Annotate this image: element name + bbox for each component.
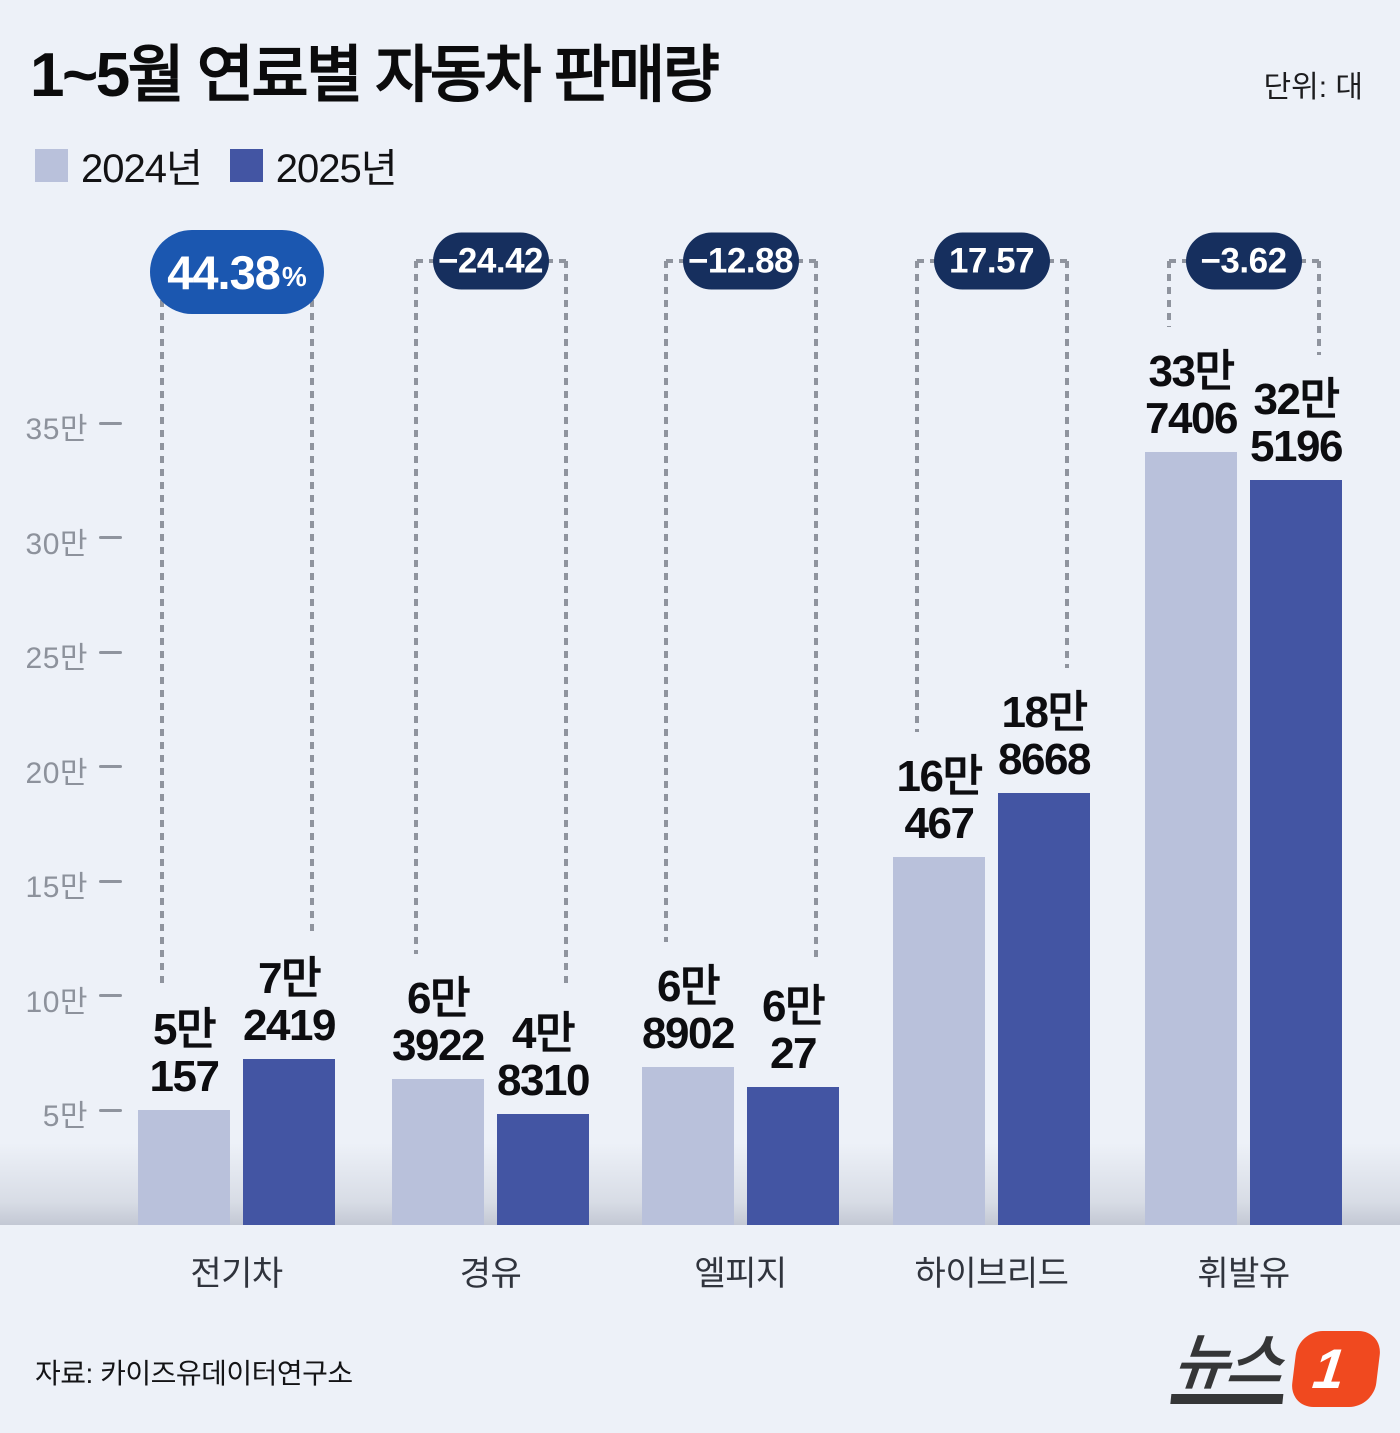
category-label: 경유 <box>459 1255 522 1293</box>
bracket-line-left <box>159 261 164 986</box>
bar-value-label-2025: 18만 8668 <box>998 687 1091 784</box>
news1-logo-accent-block: 1 <box>1289 1331 1383 1407</box>
bar-value-label-2025: 4만 8310 <box>497 1009 590 1106</box>
value-label-line: 7406 <box>1145 393 1238 443</box>
pct-change-value: 17.57 <box>948 241 1035 280</box>
y-tick-label: 30만 <box>25 527 88 561</box>
value-label-line: 5196 <box>1250 421 1343 471</box>
y-tick-label: 20만 <box>25 756 88 790</box>
bar-2025 <box>1250 479 1342 1225</box>
value-label-line: 2419 <box>243 1001 336 1051</box>
value-label-line: 8902 <box>642 1009 735 1059</box>
bar-value-label-2025: 7만 2419 <box>243 954 336 1051</box>
bar-2024 <box>138 1110 230 1225</box>
bracket-line-right <box>1316 261 1321 355</box>
legend-item-2024: 2024년 <box>35 136 203 194</box>
legend-label-2025: 2025년 <box>275 147 398 191</box>
value-label-line: 4만 <box>512 1009 575 1059</box>
bar-2024 <box>893 857 985 1225</box>
y-tick-label: 10만 <box>25 985 88 1019</box>
bar-value-label-2025: 6만 27 <box>762 982 825 1079</box>
bracket-line-right <box>1064 261 1069 668</box>
pct-change-value: −12.88 <box>687 241 794 280</box>
bar-2024 <box>392 1078 484 1225</box>
value-label-line: 6만 <box>407 973 470 1023</box>
value-label-line: 3922 <box>392 1020 485 1070</box>
bracket-line-right <box>563 261 568 990</box>
legend-swatch-2024 <box>35 148 68 182</box>
pct-change-pill: −24.42 <box>432 232 549 290</box>
y-tick-label: 35만 <box>25 413 88 446</box>
value-label-line: 16만 <box>896 752 983 802</box>
value-label-line: 467 <box>904 799 975 849</box>
source-credit: 자료: 카이즈유데이터연구소 <box>35 1358 353 1389</box>
bar-2024 <box>642 1067 734 1225</box>
y-tick-label: 5만 <box>42 1100 88 1134</box>
y-tick-mark <box>99 421 122 425</box>
category-label: 엘피지 <box>694 1255 787 1293</box>
value-label-line: 5만 <box>153 1005 216 1055</box>
bar-value-label-2024: 6만 8902 <box>642 962 735 1059</box>
category-label: 전기차 <box>190 1255 283 1293</box>
pct-change-value: −24.42 <box>437 241 544 280</box>
bar-value-label-2024: 6만 3922 <box>392 973 485 1070</box>
y-tick-mark <box>99 765 122 769</box>
y-tick-mark <box>99 650 122 654</box>
y-tick-label: 15만 <box>25 871 88 905</box>
value-label-line: 18만 <box>1001 687 1088 737</box>
bracket-line-right <box>813 261 818 963</box>
bar-2025 <box>497 1114 589 1225</box>
legend: 2024년 2025년 <box>35 136 398 194</box>
pct-change-pill: 44.38% <box>149 230 324 314</box>
value-label-line: 7만 <box>258 954 321 1004</box>
category-label: 휘발유 <box>1197 1255 1290 1293</box>
chart-title: 1~5월 연료별 자동차 판매량 <box>30 41 720 110</box>
value-label-line: 32만 <box>1253 374 1340 424</box>
news1-logo-text: 뉴스 <box>1169 1329 1290 1404</box>
news1-logo: 뉴스 1 <box>1169 1326 1383 1412</box>
news1-logo-one: 1 <box>1309 1337 1349 1400</box>
legend-item-2025: 2025년 <box>229 136 398 194</box>
bracket-line-left <box>914 261 919 733</box>
legend-label-2024: 2024년 <box>81 147 203 191</box>
bar-2025 <box>243 1059 335 1225</box>
y-tick-mark <box>99 536 122 540</box>
bracket-line-left <box>663 261 668 943</box>
y-tick-mark <box>99 1108 122 1112</box>
bar-value-label-2025: 32만 5196 <box>1250 374 1343 471</box>
bracket-line-left <box>413 261 418 954</box>
value-label-line: 8310 <box>497 1056 590 1106</box>
bar-value-label-2024: 16만 467 <box>896 752 983 849</box>
bar-2025 <box>747 1087 839 1225</box>
value-label-line: 33만 <box>1148 346 1235 396</box>
y-tick-label: 25만 <box>25 642 88 676</box>
bracket-line-left <box>1166 261 1171 327</box>
pct-change-suffix: % <box>281 261 307 292</box>
value-label-line: 6만 <box>657 962 720 1012</box>
value-label-line: 27 <box>770 1029 817 1079</box>
bar-value-label-2024: 33만 7406 <box>1145 346 1238 443</box>
unit-label: 단위: 대 <box>1263 71 1363 104</box>
pct-change-pill: −3.62 <box>1185 232 1302 290</box>
pct-change-pill: −12.88 <box>682 232 799 290</box>
category-label: 하이브리드 <box>914 1255 1069 1293</box>
legend-swatch-2025 <box>229 148 263 182</box>
value-label-line: 8668 <box>998 734 1091 784</box>
bar-2025 <box>998 792 1090 1225</box>
value-label-line: 157 <box>149 1052 220 1102</box>
y-tick-mark <box>99 879 122 883</box>
pct-change-value: 44.38 <box>167 245 281 299</box>
value-label-line: 6만 <box>762 982 825 1032</box>
pct-change-pill: 17.57 <box>933 232 1050 290</box>
bar-2024 <box>1145 451 1237 1225</box>
bracket-line-right <box>309 261 314 935</box>
y-tick-mark <box>99 994 122 998</box>
bar-value-label-2024: 5만 157 <box>149 1005 220 1102</box>
pct-change-value: −3.62 <box>1200 241 1287 280</box>
